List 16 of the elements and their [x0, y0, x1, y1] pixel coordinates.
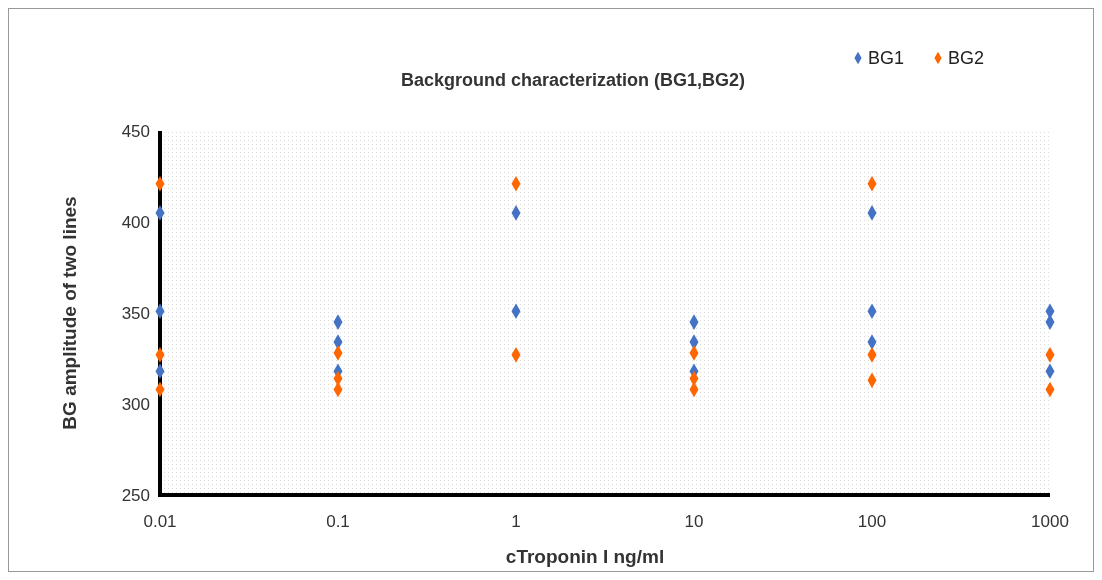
chart-title: Background characterization (BG1,BG2) [400, 70, 746, 90]
x-tick-label: 0.01 [143, 512, 177, 531]
x-tick-label: 10 [684, 512, 704, 531]
y-tick-label: 300 [121, 394, 150, 414]
legend-label: BG2 [948, 48, 985, 69]
y-tick-label: 350 [121, 303, 150, 323]
x-axis-title: cTroponin I ng/ml [505, 546, 665, 567]
x-tick-label: 1 [511, 512, 521, 531]
y-tick-label: 400 [121, 212, 150, 232]
y-axis-title: BG amplitude of two lines [59, 196, 80, 430]
y-tick-label: 450 [121, 121, 150, 141]
legend-label: BG1 [868, 48, 905, 69]
y-tick-label: 250 [121, 485, 150, 505]
x-tick-label: 0.1 [326, 512, 350, 531]
x-tick-label: 1000 [1031, 512, 1069, 531]
x-tick-label: 100 [857, 512, 887, 531]
